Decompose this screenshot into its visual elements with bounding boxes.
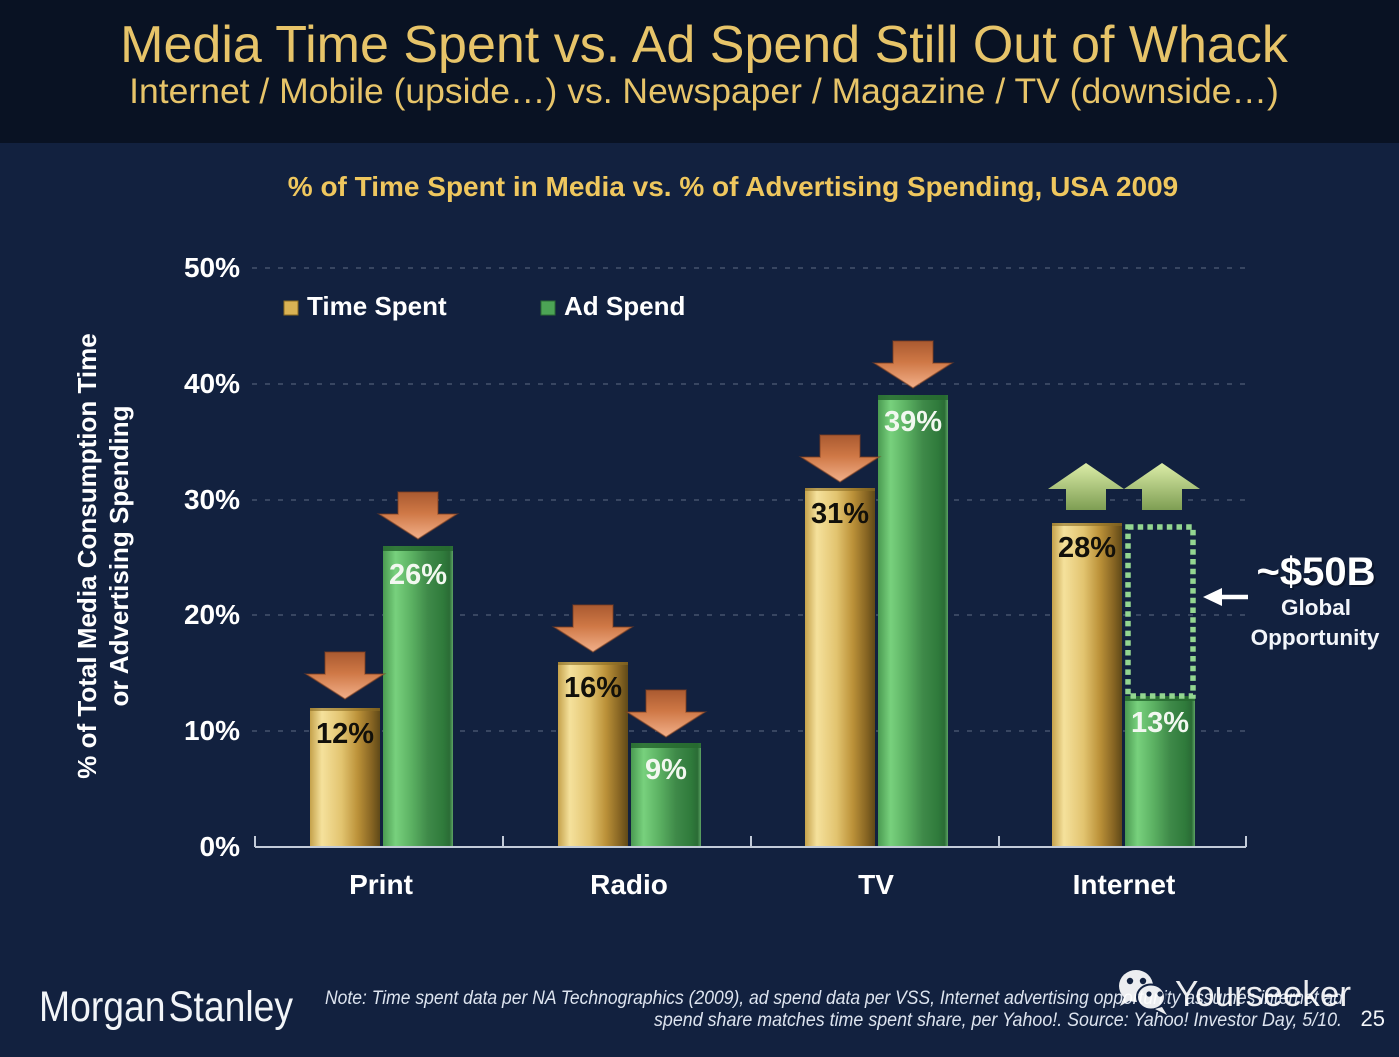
svg-text:Morgan Stanley: Morgan Stanley — [39, 983, 293, 1031]
svg-text:12%: 12% — [316, 718, 374, 750]
svg-text:25: 25 — [1361, 1006, 1385, 1031]
svg-text:9%: 9% — [645, 754, 687, 786]
svg-text:Note: Time spent data per NA T: Note: Time spent data per NA Technograph… — [325, 988, 1344, 1009]
svg-text:~$50B: ~$50B — [1257, 550, 1376, 594]
svg-text:50%: 50% — [184, 252, 240, 283]
svg-text:26%: 26% — [389, 559, 447, 591]
svg-text:Radio: Radio — [590, 869, 668, 900]
svg-text:20%: 20% — [184, 599, 240, 630]
svg-text:16%: 16% — [564, 672, 622, 704]
svg-text:31%: 31% — [811, 498, 869, 530]
svg-text:40%: 40% — [184, 368, 240, 399]
svg-text:0%: 0% — [200, 831, 241, 862]
svg-text:Media Time Spent vs. Ad Spend: Media Time Spent vs. Ad Spend Still Out … — [120, 16, 1289, 74]
svg-text:Internet: Internet — [1073, 869, 1176, 900]
svg-text:30%: 30% — [184, 484, 240, 515]
svg-text:Internet / Mobile (upside…) vs: Internet / Mobile (upside…) vs. Newspape… — [129, 71, 1279, 111]
svg-text:Time Spent: Time Spent — [307, 291, 447, 321]
svg-text:% of Time Spent in Media vs. %: % of Time Spent in Media vs. % of Advert… — [288, 171, 1178, 202]
svg-text:Yourseeker: Yourseeker — [1175, 973, 1351, 1014]
svg-text:Global: Global — [1281, 595, 1351, 620]
svg-text:Print: Print — [349, 869, 413, 900]
svg-text:or Advertising Spending: or Advertising Spending — [104, 406, 134, 707]
svg-text:Opportunity: Opportunity — [1251, 625, 1380, 650]
svg-text:spend share matches time spent: spend share matches time spent share, pe… — [654, 1010, 1342, 1031]
svg-text:28%: 28% — [1058, 532, 1116, 564]
svg-text:~$50B: ~$50B — [1259, 552, 1378, 596]
svg-text:39%: 39% — [884, 406, 942, 438]
svg-text:13%: 13% — [1131, 707, 1189, 739]
svg-text:Ad Spend: Ad Spend — [564, 291, 685, 321]
svg-text:TV: TV — [858, 869, 894, 900]
svg-text:10%: 10% — [184, 715, 240, 746]
svg-text:% of Total Media Consumption T: % of Total Media Consumption Time — [72, 333, 102, 778]
